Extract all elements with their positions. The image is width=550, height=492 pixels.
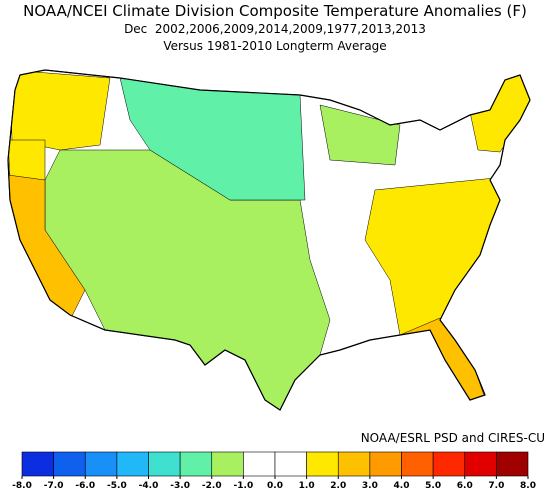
colorbar-box <box>116 451 149 477</box>
regions <box>8 70 530 410</box>
colorbar-tick-label: -8.0 <box>12 481 32 491</box>
us-border <box>7 69 531 411</box>
colorbar-tick-label: 5.0 <box>425 481 441 491</box>
colorbar-box <box>84 451 118 477</box>
colorbar-tick-label: 0.0 <box>267 481 283 491</box>
colorbar-box <box>432 451 466 477</box>
climate-region <box>469 71 530 153</box>
colorbar-box <box>464 451 497 477</box>
colorbar-tick-label: -1.0 <box>234 481 254 491</box>
colorbar-box <box>148 451 181 477</box>
colorbar-box <box>243 451 276 477</box>
colorbar-tick-label: 8.0 <box>520 481 536 491</box>
colorbar: -8.0 -7.0 -6.0 -5.0 -4.0 -3.0 -2.0 -1.0 0.0 1.0 2.… <box>12 451 536 491</box>
colorbar-tick-label: -6.0 <box>75 481 95 491</box>
credit: NOAA/ESRL PSD and CIRES-CU <box>361 431 545 445</box>
colorbar-tick-label: -4.0 <box>139 481 159 491</box>
colorbar-tick-label: -7.0 <box>44 481 64 491</box>
colorbar-box <box>211 451 244 477</box>
colorbar-tick-label: -5.0 <box>107 481 127 491</box>
colorbar-tick-label: 3.0 <box>362 481 378 491</box>
colorbar-tick-label: 4.0 <box>394 481 410 491</box>
colorbar-tick-label: 2.0 <box>330 481 346 491</box>
climate-region <box>8 139 46 181</box>
colorbar-box <box>21 451 54 477</box>
colorbar-box <box>401 451 434 477</box>
colorbar-tick-label: 6.0 <box>457 481 473 491</box>
colorbar-tick-label: -3.0 <box>170 481 190 491</box>
map-title: NOAA/NCEI Climate Division Composite Tem… <box>23 2 527 20</box>
colorbar-box <box>306 451 339 477</box>
colorbar-tick-label: 1.0 <box>299 481 315 491</box>
colorbar-box <box>53 451 86 477</box>
map-subtitle: Versus 1981-2010 Longterm Average <box>163 39 386 53</box>
map-subtitle: Dec 2002,2006,2009,2014,2009,1977,2013,2… <box>124 22 426 36</box>
colorbar-box <box>496 451 529 477</box>
climate-region <box>399 317 486 403</box>
colorbar-tick-label: -2.0 <box>202 481 222 491</box>
colorbar-box <box>369 451 402 477</box>
colorbar-box <box>337 451 371 477</box>
colorbar-box <box>274 451 307 477</box>
climate-region <box>9 70 111 151</box>
colorbar-tick-label: 7.0 <box>488 481 504 491</box>
colorbar-box <box>179 451 213 477</box>
